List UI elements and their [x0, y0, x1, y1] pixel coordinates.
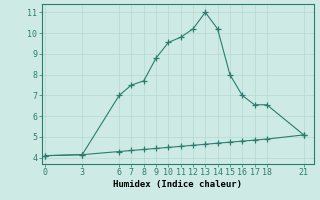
X-axis label: Humidex (Indice chaleur): Humidex (Indice chaleur): [113, 180, 242, 189]
